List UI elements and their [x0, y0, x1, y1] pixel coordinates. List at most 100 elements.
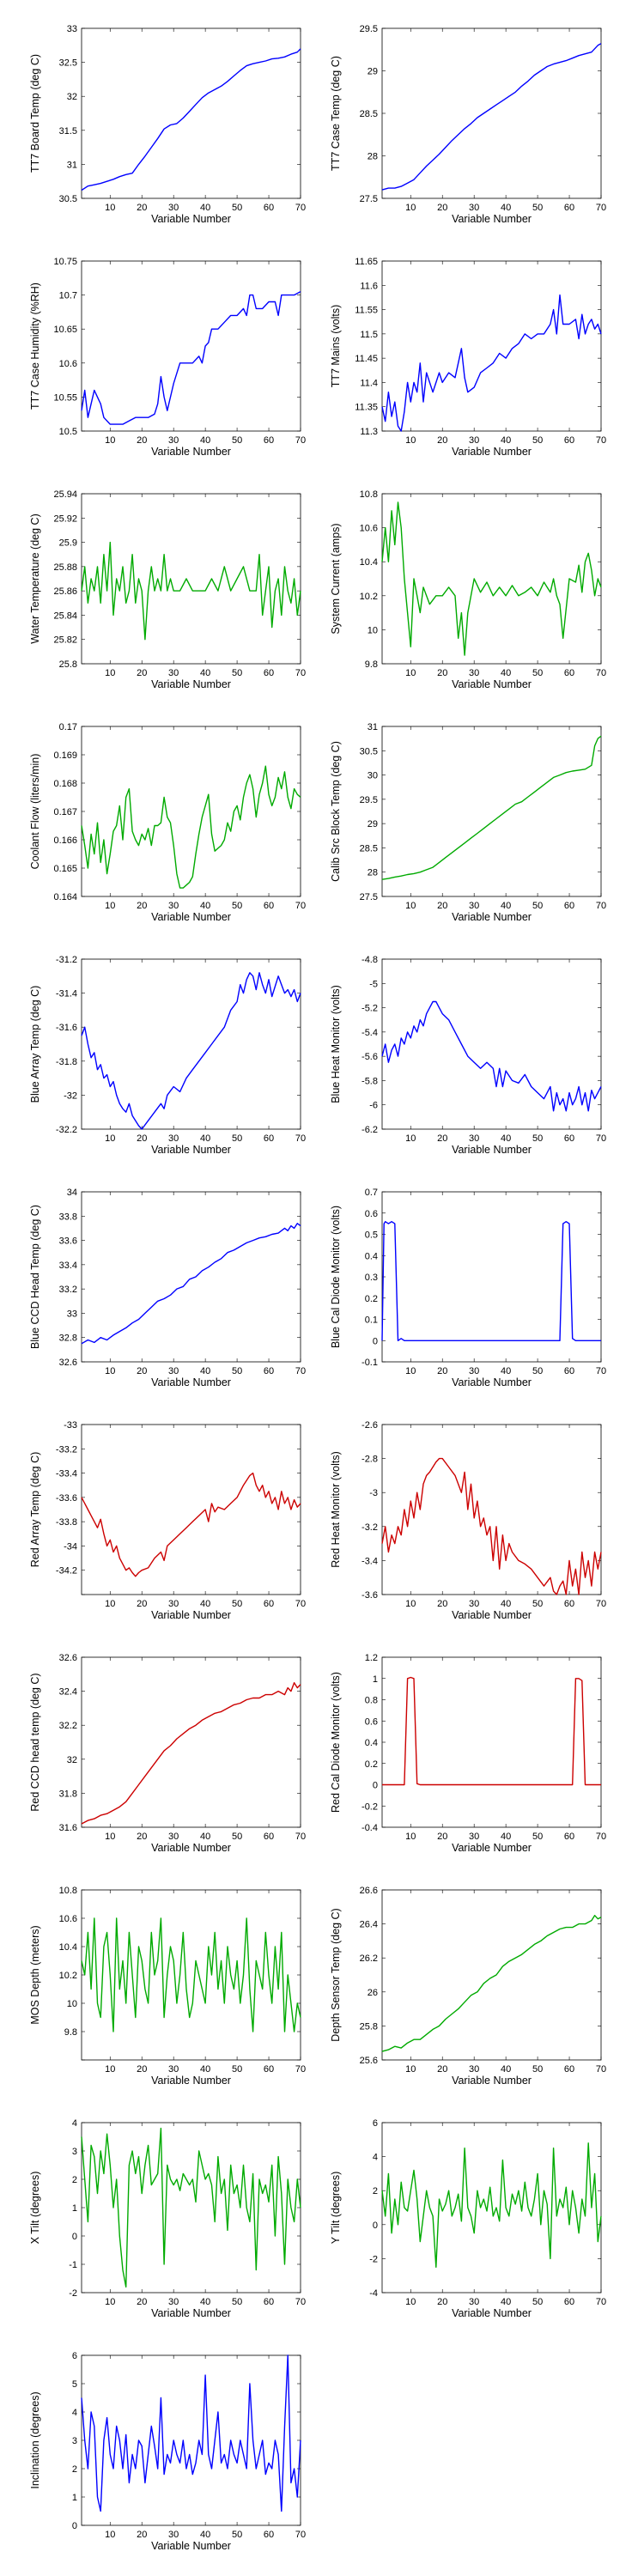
x-tick-label: 10: [105, 901, 115, 911]
y-tick-label: 9.8: [64, 2027, 77, 2038]
y-tick-label: -5.6: [361, 1052, 378, 1062]
x-tick-label: 70: [295, 435, 306, 446]
subplot-9: 10 20 30 40 50 60 70 -32.2 -32 -31.8 -31.6 -31.4 -31…: [29, 955, 306, 1156]
x-tick-label: 70: [295, 1366, 306, 1376]
y-tick-label: 9.8: [365, 659, 378, 670]
y-tick-label: 10: [368, 625, 378, 635]
x-tick-label: 10: [105, 203, 115, 213]
x-tick-label: 60: [564, 2064, 574, 2075]
y-tick-label: 32.6: [59, 1358, 77, 1368]
subplot-18: 10 20 30 40 50 60 70 25.6 25.8 26 26.2 26.4 26.6 Vari…: [330, 1886, 606, 2087]
y-tick-label: 30.5: [360, 746, 378, 756]
y-tick-label: 11.55: [355, 306, 378, 316]
y-tick-label: -3.6: [361, 1590, 378, 1601]
y-tick-label: -33: [64, 1420, 77, 1431]
x-tick-label: 20: [137, 2297, 147, 2307]
x-tick-label: 50: [532, 1133, 543, 1144]
y-tick-label: 3: [72, 2436, 77, 2446]
y-tick-label: 28.5: [360, 843, 378, 854]
subplot-1: 10 20 30 40 50 60 70 30.5 31 31.5 32 32.5 33 Variable…: [29, 24, 306, 225]
x-tick-label: 50: [532, 1599, 543, 1609]
plot-frame: [381, 27, 602, 199]
y-tick-label: 4: [72, 2408, 77, 2418]
x-tick-label: 60: [264, 1366, 274, 1376]
series-line: [81, 48, 301, 191]
y-tick-label: 32.8: [59, 1334, 77, 1344]
y-tick-label: 28: [368, 152, 378, 162]
y-tick-label: 10.55: [53, 392, 77, 403]
y-tick-label: 0.2: [365, 1294, 378, 1304]
x-axis-label: Variable Number: [151, 2075, 231, 2087]
x-tick-label: 20: [437, 1133, 447, 1144]
x-tick-label: 60: [264, 2530, 274, 2540]
y-tick-label: 29: [368, 819, 378, 829]
x-axis-label: Variable Number: [452, 911, 532, 923]
y-tick-label: 26: [368, 1988, 378, 1998]
subplot-5: 10 20 30 40 50 60 70 25.8 25.82 25.84 25.86 25.88 25…: [29, 489, 306, 690]
x-tick-label: 70: [295, 668, 306, 678]
subplot-14: 10 20 30 40 50 60 70 -3.6 -3.4 -3.2 -3 -2.8 -2.6 Vari…: [330, 1420, 606, 1621]
y-tick-label: 10.8: [59, 1886, 77, 1896]
y-tick-label: 1: [72, 2493, 77, 2503]
y-tick-label: 32.2: [59, 1721, 77, 1731]
x-tick-label: 20: [437, 1366, 447, 1376]
x-tick-label: 60: [264, 668, 274, 678]
y-tick-label: -32.2: [56, 1125, 77, 1135]
y-tick-label: -4: [369, 2288, 378, 2299]
y-tick-label: 25.86: [53, 586, 77, 597]
y-tick-label: 10.7: [59, 291, 77, 301]
x-tick-label: 70: [596, 668, 606, 678]
y-axis-label: Calib Src Block Temp (deg C): [330, 741, 342, 882]
subplot-3: 10 20 30 40 50 60 70 10.5 10.55 10.6 10.65 10.7 10.7…: [29, 257, 306, 458]
y-tick-label: 26.4: [360, 1920, 378, 1930]
x-tick-label: 50: [532, 1832, 543, 1842]
x-tick-label: 20: [137, 2530, 147, 2540]
plot-frame: [381, 1656, 602, 1828]
x-tick-label: 30: [168, 435, 179, 446]
x-tick-label: 30: [469, 1832, 479, 1842]
subplot-16: 10 20 30 40 50 60 70 -0.4 -0.2 0 0.2 0.4 0.6 0.8 1 1.2 V…: [330, 1653, 606, 1854]
x-tick-label: 50: [532, 668, 543, 678]
series-line: [81, 1681, 301, 1825]
y-tick-label: -5.2: [361, 1004, 378, 1014]
x-tick-label: 20: [137, 668, 147, 678]
x-tick-label: 30: [469, 2064, 479, 2075]
x-tick-label: 10: [105, 668, 115, 678]
y-tick-label: 0.7: [365, 1188, 378, 1198]
x-tick-label: 50: [532, 901, 543, 911]
subplot-15: 10 20 30 40 50 60 70 31.6 31.8 32 32.2 32.4 32.6 Vari…: [29, 1653, 306, 1854]
x-axis-label: Variable Number: [452, 446, 532, 458]
plot-frame: [81, 2354, 301, 2526]
plot-frame: [381, 1889, 602, 2061]
y-tick-label: 25.6: [360, 2056, 378, 2066]
x-tick-label: 70: [596, 901, 606, 911]
y-tick-label: -31.4: [56, 989, 77, 999]
y-axis-label: Y Tilt (degrees): [330, 2172, 342, 2245]
y-tick-label: 25.88: [53, 562, 77, 573]
x-axis-label: Variable Number: [151, 213, 231, 225]
y-axis-label: Blue Heat Monitor (volts): [330, 985, 342, 1103]
plot-frame: [81, 27, 301, 199]
series-line: [81, 1223, 301, 1345]
x-tick-label: 60: [564, 1366, 574, 1376]
x-axis-label: Variable Number: [151, 911, 231, 923]
y-axis-label: Inclination (degrees): [29, 2391, 41, 2488]
y-tick-label: 4: [72, 2118, 77, 2129]
y-tick-label: 10.4: [59, 1942, 77, 1953]
x-tick-label: 40: [501, 203, 511, 213]
y-tick-label: -6.2: [361, 1125, 378, 1135]
x-tick-label: 70: [295, 901, 306, 911]
plot-frame: [381, 958, 602, 1130]
y-tick-label: -31.6: [56, 1023, 77, 1033]
y-tick-label: 33.8: [59, 1212, 77, 1222]
x-tick-label: 40: [501, 1599, 511, 1609]
x-tick-label: 10: [405, 1133, 416, 1144]
y-tick-label: 0: [373, 1781, 378, 1791]
y-tick-label: 4: [373, 2153, 378, 2163]
y-tick-label: 1: [373, 1674, 378, 1685]
x-tick-label: 10: [405, 1832, 416, 1842]
x-tick-label: 70: [295, 2297, 306, 2307]
x-tick-label: 50: [532, 435, 543, 446]
y-axis-label: Blue Cal Diode Monitor (volts): [330, 1206, 342, 1348]
y-tick-label: -2: [369, 2254, 378, 2264]
